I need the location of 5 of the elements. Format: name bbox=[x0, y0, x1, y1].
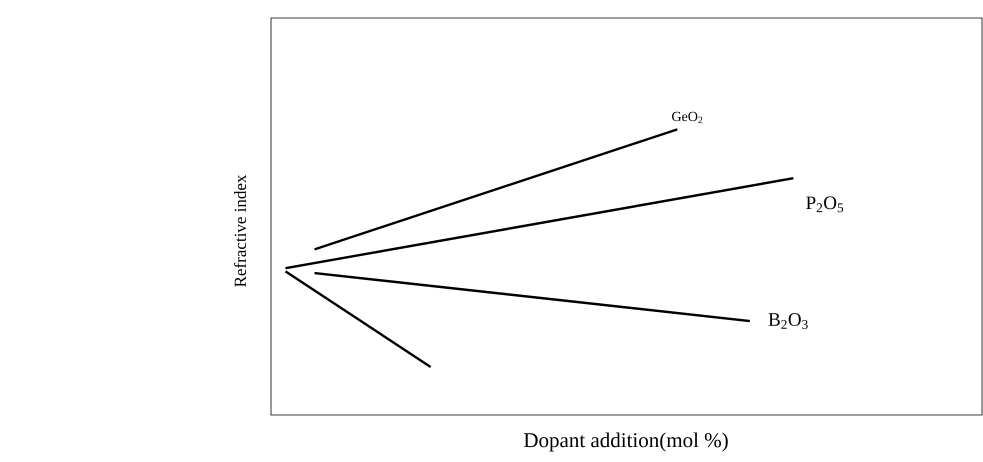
y-axis-title: Refractive index bbox=[234, 174, 246, 287]
series-label: B$_{2}$O$_{3}$ bbox=[768, 313, 808, 329]
series-label: GeO$_{2}$ bbox=[672, 112, 702, 124]
x-axis-title: Dopant addition(mol %) bbox=[524, 432, 728, 452]
series-label: P$_{2}$O$_{5}$ bbox=[806, 196, 844, 212]
